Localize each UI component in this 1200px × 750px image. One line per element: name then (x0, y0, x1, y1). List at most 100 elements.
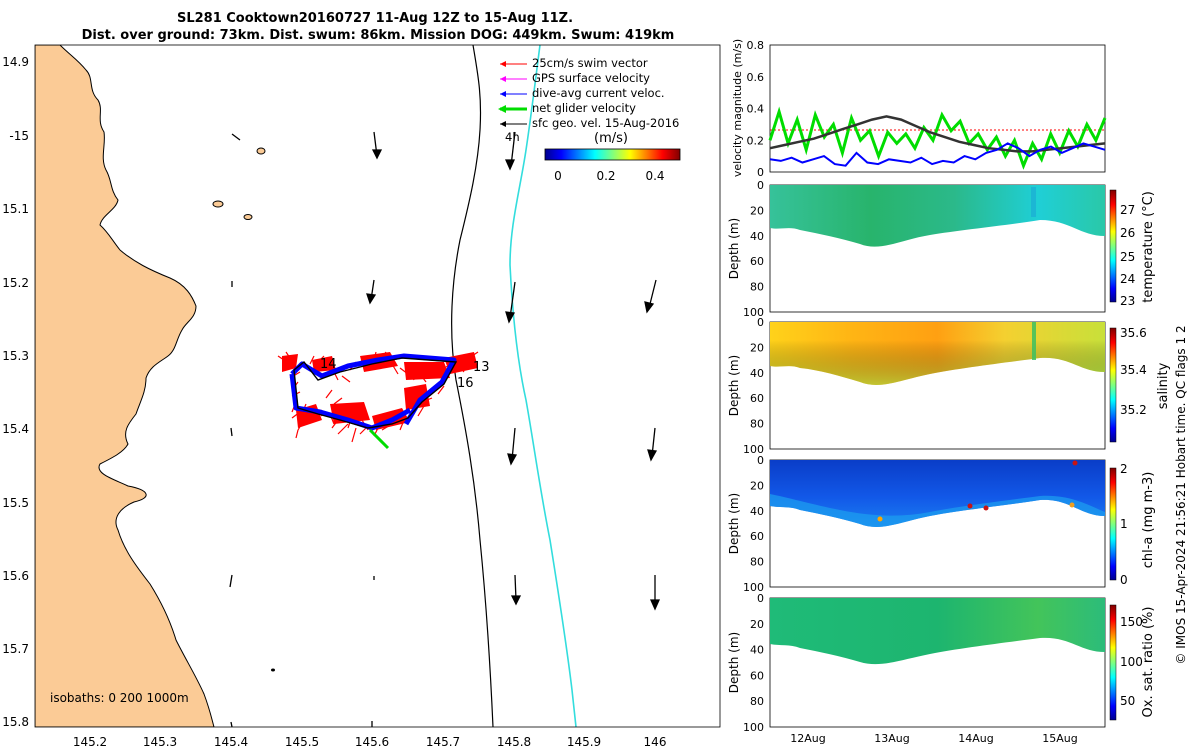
temperature-field (770, 185, 1105, 247)
x-tick: 12Aug (790, 732, 825, 745)
isobath-1000m (509, 45, 577, 727)
velocity-y-tick: 0.8 (747, 39, 765, 52)
geo-vector-field (229, 131, 661, 728)
x-tick: 14Aug (958, 732, 993, 745)
geo-arrow (644, 279, 657, 314)
cb-tick: 150 (1120, 615, 1143, 629)
chlorophyll-deep-band (770, 494, 1105, 527)
legend-gps: GPS surface velocity (532, 71, 650, 85)
cb-tick: 0 (1120, 573, 1128, 587)
colorbar-tick: 0.4 (645, 169, 664, 183)
chlorophyll-cb-label: chl-a (mg m-3) (1141, 472, 1156, 569)
legend-geo: sfc geo. vel. 15-Aug-2016 (532, 116, 679, 130)
depth-tick: 80 (750, 556, 764, 569)
oxygen-panel: Ox. sat. ratio (%) 50 100 150 (769, 597, 1156, 728)
salinity-cb-label: salinity (1156, 362, 1171, 409)
geo-arrow (230, 721, 233, 728)
salinity-cb-ticks: 35.2 35.4 35.6 (1120, 326, 1147, 417)
geo-arrow (649, 575, 661, 611)
lat-tick: 15.2 (2, 276, 29, 290)
cb-tick: 35.2 (1120, 403, 1147, 417)
oxygen-colorbar (1109, 604, 1117, 721)
map-lon-axis: 145.2 145.3 145.4 145.5 145.6 145.7 145.… (73, 735, 667, 749)
colorbar-tick: 0.2 (596, 169, 615, 183)
map-legend: 25cm/s swim vector GPS surface velocity … (498, 56, 681, 183)
legend-net: net glider velocity (532, 101, 636, 115)
cb-tick: 35.6 (1120, 326, 1147, 340)
lon-tick: 145.6 (355, 735, 389, 749)
x-tick: 15Aug (1042, 732, 1077, 745)
depth-tick: 20 (750, 618, 764, 631)
map-lat-axis: 14.9 -15 15.1 15.2 15.3 15.4 15.5 15.6 1… (2, 55, 29, 729)
geo-arrow (510, 574, 522, 606)
depth-label: Depth (m) (727, 218, 741, 279)
velocity-y-tick: 0.6 (747, 71, 765, 84)
cb-tick: 50 (1120, 694, 1135, 708)
temperature-cb-label: temperature (°C) (1141, 191, 1156, 303)
island (243, 214, 253, 220)
cb-tick: 100 (1120, 655, 1143, 669)
island (256, 147, 266, 155)
title-line2: Dist. over ground: 73km. Dist. swum: 86k… (82, 28, 675, 43)
geo-arrow (504, 131, 516, 171)
lat-tick: 15.1 (2, 202, 29, 216)
lat-tick: 15.6 (2, 569, 29, 583)
salinity-panel: salinity 35.2 35.4 35.6 (769, 321, 1171, 450)
cb-tick: 23 (1120, 294, 1135, 308)
geo-arrow (371, 131, 383, 160)
chlorophyll-cb-ticks: 0 1 2 (1120, 462, 1128, 587)
cb-tick: 24 (1120, 272, 1135, 286)
velocity-ylabel: velocity magnitude (m/s) (731, 39, 744, 177)
depth-tick: 0 (757, 316, 764, 329)
lat-tick: 15.4 (2, 422, 29, 436)
island (271, 668, 275, 672)
lat-tick: 15.5 (2, 496, 29, 510)
cb-tick: 27 (1120, 203, 1135, 217)
cb-tick: 25 (1120, 250, 1135, 264)
lon-tick: 145.4 (214, 735, 248, 749)
velocity-panel: 0 0.2 0.4 0.6 0.8 velocity magnitude (m/s) (731, 39, 1107, 179)
chl-high-point (1069, 502, 1075, 508)
geo-arrow (229, 574, 233, 588)
temperature-cold-streak (1031, 187, 1036, 217)
chl-high-point (877, 516, 883, 522)
glider-track: 14 13 16 (271, 351, 490, 672)
cb-tick: 26 (1120, 226, 1135, 240)
cb-tick: 2 (1120, 462, 1128, 476)
depth-tick: 100 (743, 443, 764, 456)
lon-tick: 145.9 (567, 735, 601, 749)
coastline-land (35, 45, 215, 727)
depth-tick: 40 (750, 367, 764, 380)
depth-tick: 0 (757, 592, 764, 605)
depth-tick: 40 (750, 230, 764, 243)
velocity-y-tick: 0.4 (747, 103, 765, 116)
depth-tick: 100 (743, 306, 764, 319)
temperature-panel: temperature (°C) 23 24 25 26 27 (769, 184, 1156, 313)
lon-tick: 145.5 (285, 735, 319, 749)
depth-axes: 0 20 40 60 80 100 Depth (m) 0 20 40 60 80 100 Depth (… (727, 179, 764, 734)
track-line (293, 357, 458, 429)
chlorophyll-colorbar (1109, 467, 1117, 581)
current-vectors (289, 353, 457, 431)
cb-tick: 1 (1120, 517, 1128, 531)
cb-tick: 35.4 (1120, 363, 1147, 377)
lon-tick: 145.3 (143, 735, 177, 749)
depth-tick: 20 (750, 479, 764, 492)
geo-arrow (647, 427, 658, 462)
velocity-y-tick: 0.2 (747, 134, 765, 147)
series-smoothed-velocity (769, 115, 1106, 153)
lat-tick: -15 (9, 129, 29, 143)
depth-tick: 60 (750, 530, 764, 543)
isobath-200m (451, 45, 494, 727)
chl-high-point (967, 503, 973, 509)
geo-arrow (366, 279, 377, 305)
salinity-colorbar (1109, 327, 1117, 443)
legend-swim: 25cm/s swim vector (532, 56, 648, 70)
temperature-cb-ticks: 23 24 25 26 27 (1120, 203, 1135, 308)
depth-tick: 80 (750, 418, 764, 431)
colorbar-unit: (m/s) (594, 131, 628, 146)
depth-tick: 80 (750, 695, 764, 708)
lat-tick: 15.7 (2, 642, 29, 656)
depth-tick: 0 (757, 179, 764, 192)
lat-tick: 15.8 (2, 715, 29, 729)
